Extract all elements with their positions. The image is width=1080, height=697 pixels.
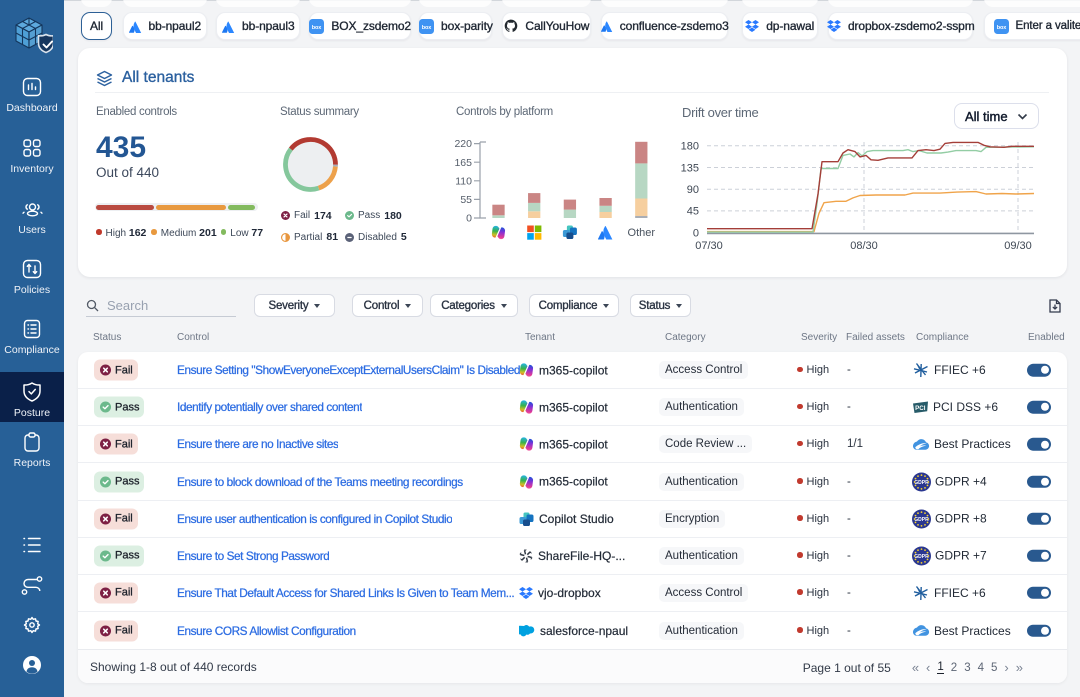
svg-text:0: 0 (693, 227, 699, 239)
svg-text:55: 55 (460, 194, 472, 206)
svg-text:135: 135 (681, 162, 699, 174)
svg-text:220: 220 (454, 138, 472, 150)
svg-text:07/30: 07/30 (695, 240, 723, 252)
svg-text:90: 90 (687, 184, 699, 196)
svg-text:180: 180 (681, 141, 699, 153)
svg-text:0: 0 (466, 213, 472, 225)
svg-text:Other: Other (628, 227, 656, 239)
svg-text:09/30: 09/30 (1004, 240, 1032, 252)
svg-text:08/30: 08/30 (850, 240, 878, 252)
svg-text:165: 165 (454, 157, 472, 169)
svg-text:110: 110 (455, 175, 472, 187)
svg-text:45: 45 (687, 206, 699, 218)
